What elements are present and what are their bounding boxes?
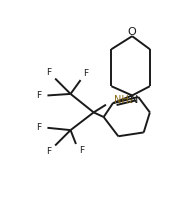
Text: F: F (46, 68, 52, 77)
Text: F: F (79, 146, 85, 155)
Text: O: O (128, 27, 137, 37)
Text: F: F (46, 147, 52, 156)
Text: F: F (83, 69, 88, 78)
Text: F: F (36, 123, 41, 132)
Text: N: N (129, 95, 138, 105)
Text: F: F (36, 91, 41, 100)
Text: NH₂: NH₂ (114, 95, 133, 105)
